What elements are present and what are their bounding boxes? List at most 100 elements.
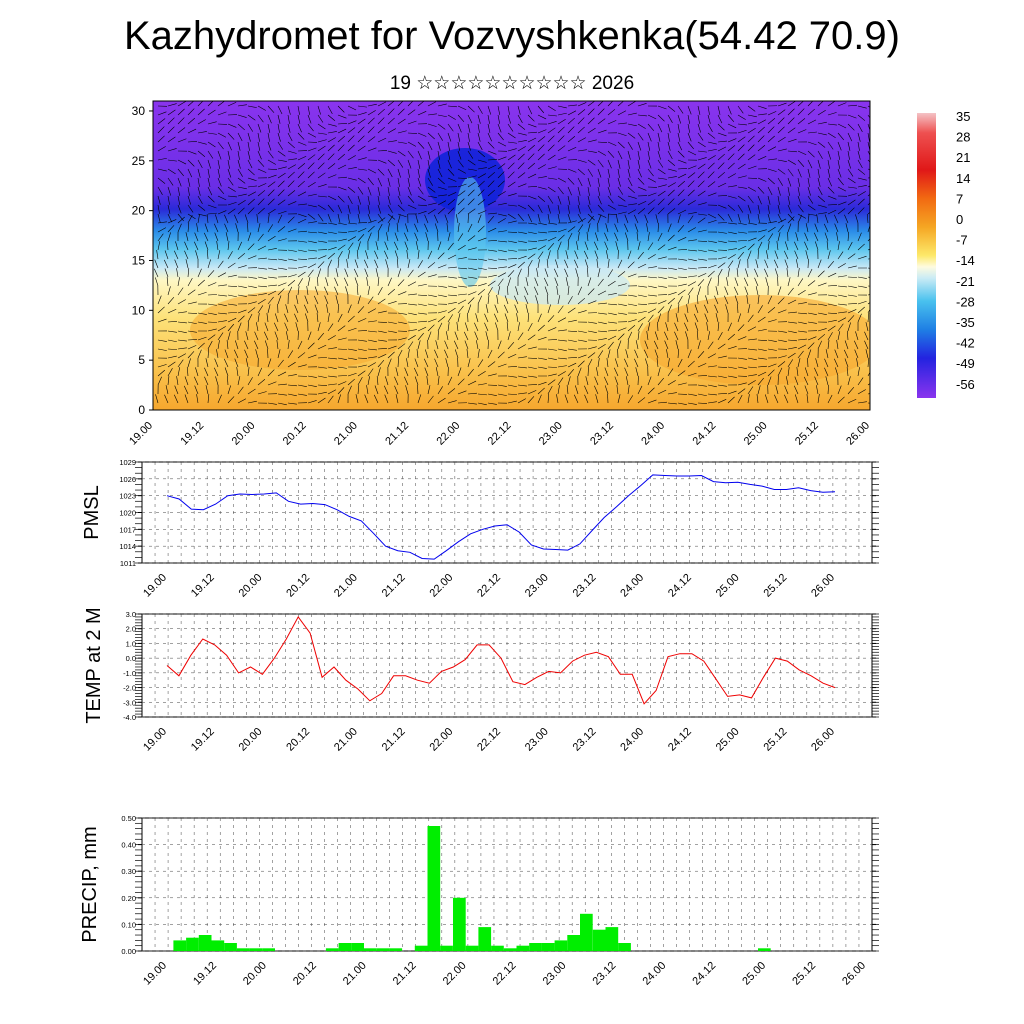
- wind-barb: [393, 241, 399, 251]
- wind-barb: [647, 302, 657, 305]
- wind-barb: [757, 357, 767, 360]
- wind-barb: [627, 168, 631, 178]
- wind-barb: [327, 131, 337, 134]
- wind-barb: [357, 135, 365, 143]
- wind-barb: [635, 367, 639, 377]
- wind-barb: [414, 358, 419, 368]
- wind-barb: [217, 272, 227, 278]
- wind-barb: [177, 287, 184, 296]
- wind-barb: [847, 141, 851, 151]
- x-tick-label: 22.00: [427, 726, 455, 754]
- wind-barb: [757, 377, 764, 386]
- wind-barb: [357, 376, 363, 386]
- wind-barb: [485, 331, 489, 341]
- wind-barb: [197, 108, 205, 116]
- wind-barb: [557, 112, 567, 116]
- wind-barb: [517, 344, 526, 350]
- wind-barb: [777, 232, 781, 242]
- wind-barb: [417, 312, 427, 315]
- wind-barb: [717, 171, 726, 179]
- wind-barb: [687, 189, 695, 197]
- wind-barb: [707, 384, 717, 388]
- wind-barb: [517, 398, 527, 404]
- colorbar-label: 21: [956, 150, 970, 165]
- wind-barb: [603, 376, 609, 386]
- wind-barb: [537, 313, 542, 323]
- wind-barb: [467, 304, 472, 314]
- wind-barb: [394, 250, 399, 260]
- wind-barb: [737, 366, 747, 370]
- x-tick-label: 24.00: [618, 572, 646, 600]
- wind-barb: [267, 258, 277, 261]
- wind-barb: [807, 258, 809, 269]
- wind-barb: [197, 279, 205, 287]
- wind-barb: [817, 282, 827, 287]
- wind-barb: [597, 302, 607, 305]
- wind-barb: [217, 111, 227, 116]
- wind-barb: [633, 214, 639, 224]
- wind-barb: [557, 204, 560, 214]
- wind-barb: [657, 198, 665, 206]
- wind-barb: [167, 177, 174, 186]
- wind-barb: [607, 120, 617, 125]
- wind-barb: [627, 273, 637, 278]
- wind-barb: [477, 214, 482, 224]
- wind-barb: [417, 394, 422, 404]
- wind-barb: [737, 195, 746, 202]
- wind-barb: [484, 313, 489, 323]
- wind-barb: [727, 114, 735, 123]
- wind-barb: [667, 246, 677, 251]
- wind-barb: [447, 232, 451, 242]
- wind-barb: [337, 153, 346, 161]
- wind-barb: [567, 220, 577, 224]
- wind-barb: [767, 348, 777, 351]
- wind-barb: [607, 293, 617, 296]
- wind-barb: [867, 202, 870, 206]
- wind-barb: [777, 367, 783, 377]
- wind-barb: [437, 207, 445, 215]
- wind-barb: [637, 102, 647, 107]
- wind-barb: [394, 376, 399, 386]
- wind-barb: [507, 213, 516, 220]
- wind-barb: [377, 330, 387, 334]
- wind-barb: [797, 302, 807, 305]
- wind-barb: [316, 313, 319, 323]
- wind-barb: [347, 304, 352, 314]
- wind-barb: [277, 172, 286, 179]
- wind-barb: [187, 214, 193, 224]
- wind-barb: [497, 278, 504, 287]
- precip-bar: [364, 948, 377, 951]
- wind-barb: [507, 375, 517, 378]
- wind-barb: [184, 250, 189, 260]
- wind-barb: [194, 385, 199, 395]
- wind-barb: [227, 285, 237, 287]
- wind-barb: [387, 358, 392, 368]
- wind-barb: [466, 349, 469, 359]
- wind-barb: [417, 260, 423, 269]
- wind-barb: [604, 385, 609, 395]
- wind-barb: [475, 313, 479, 323]
- wind-barb: [837, 123, 847, 129]
- wind-barb: [337, 176, 347, 179]
- wind-barb: [707, 192, 717, 197]
- wind-barb: [857, 300, 867, 305]
- wind-barb: [787, 138, 797, 143]
- wind-barb: [755, 259, 759, 269]
- wind-barb: [507, 181, 516, 188]
- wind-barb: [567, 186, 572, 196]
- wind-barb: [267, 150, 274, 159]
- wind-barb: [654, 349, 659, 359]
- wind-barb: [727, 213, 733, 223]
- wind-barb: [627, 186, 635, 194]
- wind-barb: [347, 144, 355, 152]
- wind-barb: [214, 232, 219, 242]
- wind-barb: [687, 114, 691, 124]
- wind-barb: [567, 240, 569, 251]
- wind-barb: [457, 257, 467, 260]
- wind-barb: [273, 322, 279, 332]
- wind-barb: [687, 402, 697, 405]
- wind-barb: [257, 159, 265, 167]
- precip-bar: [198, 935, 212, 951]
- precip-bar: [516, 945, 530, 951]
